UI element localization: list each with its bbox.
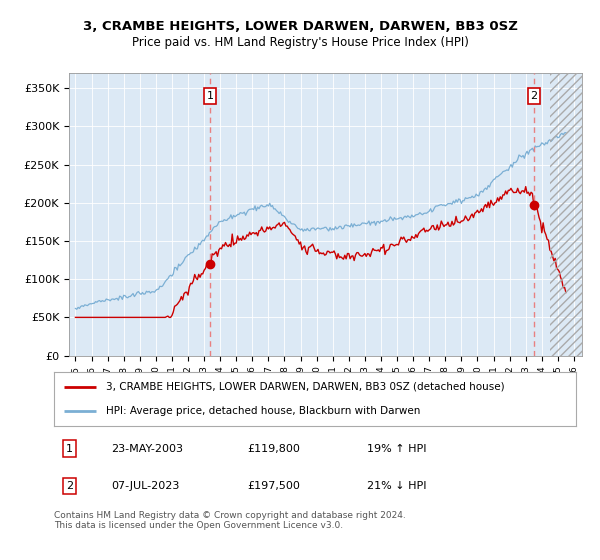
Text: Price paid vs. HM Land Registry's House Price Index (HPI): Price paid vs. HM Land Registry's House …: [131, 36, 469, 49]
Bar: [550, 73, 582, 356]
Text: 19% ↑ HPI: 19% ↑ HPI: [367, 444, 427, 454]
Text: £197,500: £197,500: [247, 480, 300, 491]
Text: £119,800: £119,800: [247, 444, 300, 454]
Text: 23-MAY-2003: 23-MAY-2003: [112, 444, 184, 454]
Text: 2: 2: [66, 480, 73, 491]
Text: 21% ↓ HPI: 21% ↓ HPI: [367, 480, 427, 491]
Text: 3, CRAMBE HEIGHTS, LOWER DARWEN, DARWEN, BB3 0SZ: 3, CRAMBE HEIGHTS, LOWER DARWEN, DARWEN,…: [83, 20, 517, 32]
Text: Contains HM Land Registry data © Crown copyright and database right 2024.
This d: Contains HM Land Registry data © Crown c…: [54, 511, 406, 530]
Text: 1: 1: [206, 91, 214, 101]
Text: 1: 1: [66, 444, 73, 454]
Text: HPI: Average price, detached house, Blackburn with Darwen: HPI: Average price, detached house, Blac…: [106, 406, 421, 416]
Bar: [550, 73, 598, 356]
Text: 07-JUL-2023: 07-JUL-2023: [112, 480, 180, 491]
Text: 3, CRAMBE HEIGHTS, LOWER DARWEN, DARWEN, BB3 0SZ (detached house): 3, CRAMBE HEIGHTS, LOWER DARWEN, DARWEN,…: [106, 382, 505, 392]
Text: 2: 2: [530, 91, 538, 101]
